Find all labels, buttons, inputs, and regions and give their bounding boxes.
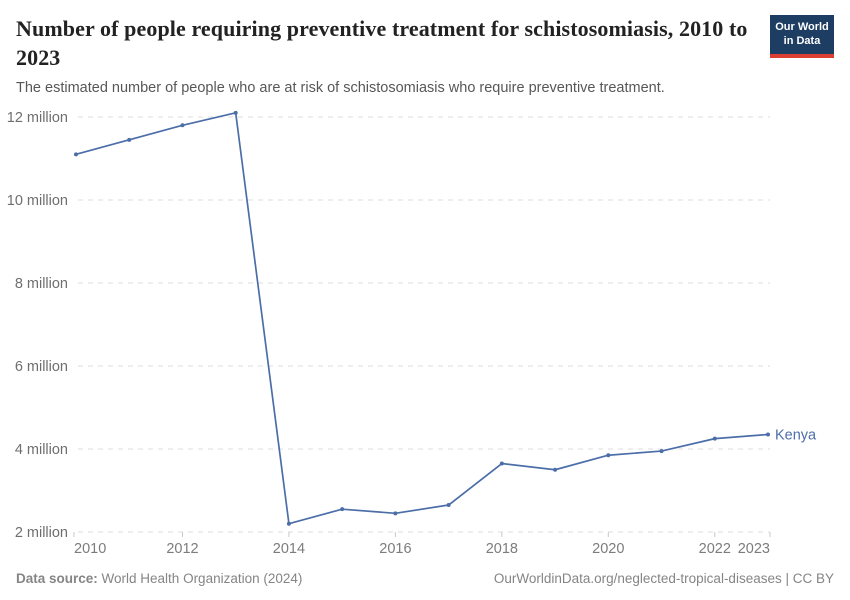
data-source-label: Data source: (16, 571, 98, 586)
y-axis-tick-label: 8 million (15, 276, 68, 292)
data-point-marker[interactable] (233, 110, 238, 115)
attribution-note: OurWorldinData.org/neglected-tropical-di… (493, 571, 834, 586)
x-axis-tick-label: 2012 (166, 541, 198, 557)
owid-logo-line1: Our World (775, 21, 829, 33)
chart-subtitle: The estimated number of people who are a… (16, 80, 665, 97)
data-point-marker[interactable] (127, 137, 132, 142)
y-axis-tick-label: 4 million (15, 442, 68, 458)
y-axis-tick-label: 12 million (7, 110, 68, 126)
data-point-marker[interactable] (712, 436, 717, 441)
chart-title: Number of people requiring preventive tr… (16, 16, 748, 71)
data-point-marker[interactable] (659, 449, 664, 454)
x-axis-tick-label: 2023 (738, 541, 770, 557)
data-point-marker[interactable] (553, 467, 558, 472)
data-point-marker[interactable] (286, 521, 291, 526)
owid-logo[interactable]: Our World in Data (770, 15, 834, 58)
y-axis-tick-label: 10 million (7, 193, 68, 209)
x-axis-tick-label: 2010 (74, 541, 106, 557)
data-point-marker[interactable] (446, 503, 451, 508)
data-point-marker[interactable] (499, 461, 504, 466)
data-point-marker[interactable] (74, 152, 78, 157)
x-axis-tick-label: 2014 (273, 541, 305, 557)
x-axis-tick-label: 2022 (699, 541, 731, 557)
x-axis-tick-label: 2018 (486, 541, 518, 557)
data-point-marker[interactable] (606, 453, 611, 458)
data-point-marker[interactable] (393, 511, 398, 516)
y-axis-tick-label: 2 million (15, 525, 68, 541)
data-point-marker[interactable] (340, 507, 345, 512)
chart-header: Number of people requiring preventive tr… (16, 14, 834, 98)
x-axis-tick-label: 2020 (592, 541, 624, 557)
data-source-value: World Health Organization (2024) (97, 571, 303, 586)
data-point-marker[interactable] (180, 123, 185, 128)
x-axis-tick-label: 2016 (379, 541, 411, 557)
series-line-kenya[interactable] (75, 111, 769, 525)
data-point-marker[interactable] (766, 432, 770, 437)
y-axis-tick-label: 6 million (15, 359, 68, 375)
series-label-kenya[interactable]: Kenya (775, 427, 817, 443)
chart-footer: Data source: World Health Organization (… (16, 571, 834, 586)
owid-logo-line2: in Data (783, 34, 821, 47)
data-source-note: Data source: World Health Organization (… (16, 571, 302, 586)
